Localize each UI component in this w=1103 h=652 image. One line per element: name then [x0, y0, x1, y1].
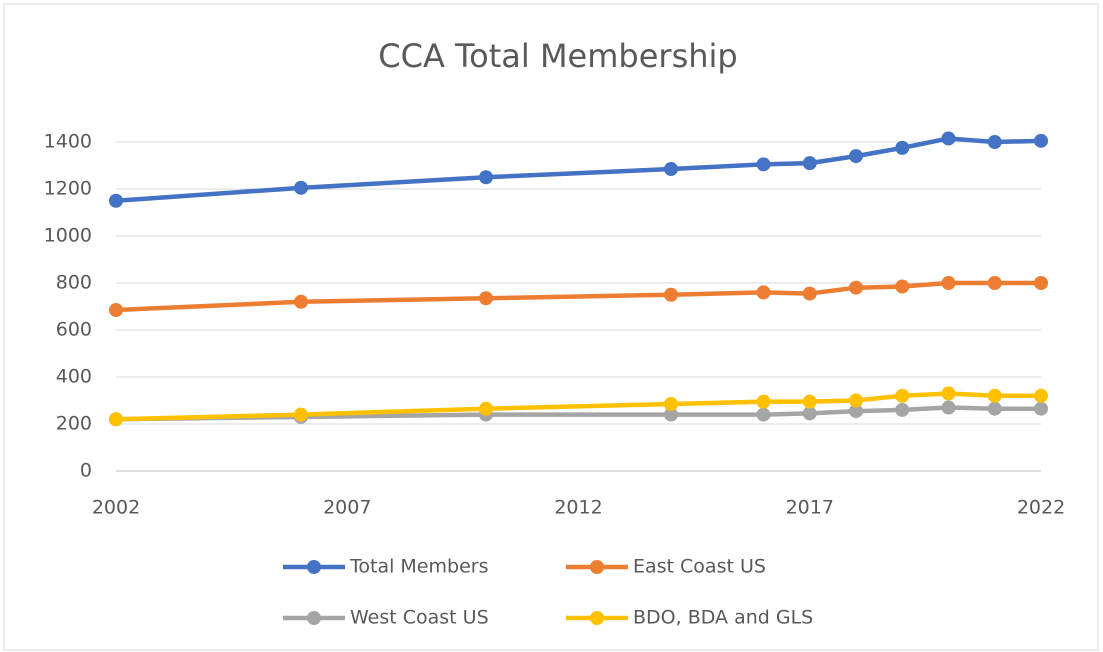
data-point [664, 407, 678, 422]
legend-label: East Coast US [633, 556, 766, 578]
data-point [849, 393, 863, 408]
legend-label: BDO, BDA and GLS [633, 607, 813, 629]
legend-label: Total Members [349, 556, 488, 578]
data-point [109, 412, 123, 427]
data-point [802, 406, 817, 421]
legend-label: West Coast US [350, 607, 489, 629]
data-point [479, 170, 493, 185]
data-point [895, 388, 910, 403]
data-point [1034, 276, 1048, 290]
data-point [664, 397, 678, 412]
data-point [941, 400, 956, 415]
data-point [802, 156, 817, 171]
data-point [941, 386, 956, 401]
data-point [479, 401, 493, 416]
legend-marker [590, 560, 604, 574]
y-tick-label: 1400 [44, 131, 92, 153]
y-tick-label: 800 [56, 272, 92, 294]
x-tick-label: 2017 [786, 497, 834, 519]
legend-marker [307, 560, 321, 574]
data-point [294, 180, 308, 195]
data-point [1034, 388, 1048, 403]
data-point [849, 149, 863, 164]
data-point [479, 291, 493, 306]
y-tick-label: 400 [56, 366, 92, 388]
x-tick-label: 2022 [1017, 497, 1065, 519]
y-tick-label: 600 [56, 319, 92, 341]
data-point [987, 388, 1002, 403]
chart-frame [3, 3, 1099, 651]
legend-marker [307, 611, 321, 625]
data-point [1034, 401, 1048, 416]
y-tick-label: 1000 [44, 225, 92, 247]
data-point [294, 294, 308, 309]
data-point [895, 140, 910, 155]
data-point [756, 285, 771, 300]
y-tick-label: 200 [56, 413, 92, 435]
data-point [756, 394, 771, 409]
data-point [987, 401, 1002, 416]
data-point [941, 131, 956, 146]
data-point [802, 394, 817, 409]
data-point [294, 407, 308, 422]
data-point [802, 286, 817, 301]
x-tick-label: 2012 [554, 497, 602, 519]
data-point [895, 402, 910, 417]
data-point [987, 276, 1002, 290]
legend-marker [590, 611, 604, 625]
x-tick-label: 2002 [92, 497, 140, 519]
data-point [664, 287, 678, 302]
x-tick-label: 2007 [323, 497, 371, 519]
data-point [1034, 133, 1048, 148]
data-point [109, 303, 123, 318]
data-point [849, 280, 863, 295]
data-point [664, 162, 678, 177]
data-point [987, 135, 1002, 149]
chart-title: CCA Total Membership [378, 37, 737, 75]
data-point [756, 407, 771, 422]
y-tick-label: 0 [80, 460, 92, 482]
data-point [756, 157, 771, 172]
data-point [941, 276, 956, 290]
data-point [109, 193, 123, 208]
data-point [895, 279, 910, 294]
y-tick-label: 1200 [44, 178, 92, 200]
data-point [849, 404, 863, 419]
